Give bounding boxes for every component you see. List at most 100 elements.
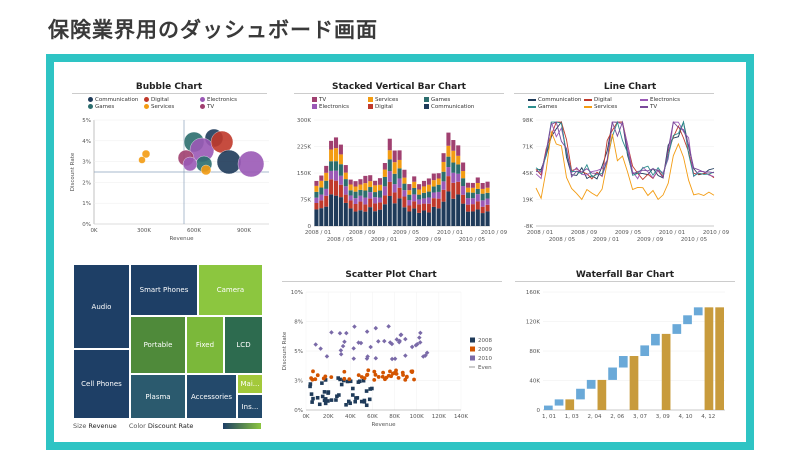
legend-swatch bbox=[424, 104, 429, 109]
stacked-bar-segment bbox=[324, 172, 329, 181]
stacked-bar-segment bbox=[324, 180, 329, 189]
stacked-bar-segment bbox=[456, 164, 461, 174]
line-legend-item[interactable]: Services bbox=[584, 104, 617, 110]
stacked-legend-item[interactable]: Games bbox=[424, 97, 450, 103]
treemap-cell[interactable]: Plasma bbox=[130, 374, 186, 419]
bubble-legend-item[interactable]: TV bbox=[200, 104, 214, 110]
stacked-bar-segment bbox=[329, 194, 334, 226]
stacked-bar-segment bbox=[451, 140, 456, 151]
treemap-cell[interactable]: Mai... bbox=[237, 374, 263, 394]
bubble-legend-item[interactable]: Electronics bbox=[200, 97, 237, 103]
stacked-bar-segment bbox=[465, 211, 471, 226]
bubble-legend-item[interactable]: Games bbox=[88, 104, 114, 110]
legend-swatch bbox=[640, 98, 648, 101]
legend-label: Digital bbox=[151, 97, 169, 103]
legend-swatch bbox=[528, 98, 536, 101]
stacked-bar-segment bbox=[387, 181, 392, 196]
stacked-bar-segment bbox=[387, 138, 392, 151]
line-x-tick: 2008 / 01 bbox=[527, 230, 553, 236]
stacked-bar-segment bbox=[470, 211, 475, 226]
bubble-point bbox=[216, 149, 242, 175]
treemap-cell[interactable]: Accessories bbox=[186, 374, 237, 419]
scatter-point-2008 bbox=[323, 378, 328, 382]
stacked-bar-segment bbox=[348, 184, 353, 191]
scatter-x-tick: 20K bbox=[323, 414, 334, 420]
stacked-bar-segment bbox=[387, 150, 392, 160]
line-legend-item[interactable]: Communication bbox=[528, 97, 581, 103]
stacked-bar-chart-widget[interactable]: Stacked Vertical Bar Chart TV Services Gam… bbox=[284, 62, 514, 252]
stacked-bar-segment bbox=[485, 192, 490, 199]
stacked-bar-segment bbox=[485, 187, 490, 193]
waterfall-step-bar bbox=[576, 388, 585, 400]
bubble-chart-widget[interactable]: Bubble Chart Communication Digital Electro… bbox=[54, 62, 284, 252]
line-legend-item[interactable]: Digital bbox=[584, 97, 612, 103]
scatter-point-2010 bbox=[351, 346, 356, 351]
scatter-point-2009 bbox=[400, 370, 405, 375]
stacked-bar-segment bbox=[329, 140, 334, 150]
treemap-cell[interactable]: Cell Phones bbox=[73, 349, 130, 419]
scatter-point-2008 bbox=[334, 398, 338, 402]
stacked-legend-item[interactable]: Services bbox=[368, 97, 398, 103]
scatter-point-2008 bbox=[359, 399, 364, 404]
treemap-cell[interactable]: Ins... bbox=[237, 394, 263, 419]
treemap-cell[interactable]: Smart Phones bbox=[130, 264, 198, 316]
stacked-bar-segment bbox=[441, 201, 446, 226]
stacked-legend-item[interactable]: Digital bbox=[368, 104, 393, 110]
scatter-point-2009 bbox=[404, 374, 409, 379]
bubble-legend-item[interactable]: Services bbox=[144, 104, 174, 110]
scatter-point-2010 bbox=[418, 330, 423, 336]
stacked-bar-segment bbox=[358, 195, 363, 202]
scatter-y-tick: 3% bbox=[294, 379, 303, 385]
scatter-chart-widget[interactable]: Scatter Plot Chart 0% 3% 5% 8% 10% 0K 20K 40K 60… bbox=[276, 264, 506, 439]
treemap-cell[interactable]: LCD bbox=[224, 316, 263, 374]
scatter-legend-swatch bbox=[470, 337, 475, 343]
stacked-bar-segment bbox=[382, 186, 387, 196]
line-legend-item[interactable]: Games bbox=[528, 104, 557, 110]
stacked-bar-segment bbox=[436, 173, 441, 179]
legend-swatch bbox=[368, 97, 373, 102]
stacked-bar-segment bbox=[363, 197, 368, 205]
stacked-bar-segment bbox=[426, 184, 431, 192]
scatter-point-2010 bbox=[394, 337, 400, 342]
waterfall-step-bar bbox=[554, 399, 564, 406]
line-chart-widget[interactable]: Line Chart Communication Digital Electroni… bbox=[514, 62, 746, 252]
stacked-bar-segment bbox=[402, 169, 407, 178]
line-y-tick: -8K bbox=[524, 224, 533, 230]
stacked-bar-segment bbox=[314, 180, 319, 186]
scatter-point-2008 bbox=[338, 377, 342, 382]
stacked-bar-segment bbox=[353, 191, 358, 199]
stacked-legend-item[interactable]: Communication bbox=[424, 104, 474, 110]
line-series bbox=[535, 120, 715, 178]
stacked-bar-segment bbox=[348, 195, 353, 201]
treemap-widget[interactable]: Audio Cell Phones Smart Phones Camera Portab… bbox=[73, 264, 265, 434]
line-legend-item[interactable]: TV bbox=[640, 104, 657, 110]
line-series bbox=[535, 130, 715, 201]
stacked-bar-segment bbox=[465, 198, 471, 205]
treemap-cell[interactable]: Portable bbox=[130, 316, 186, 374]
waterfall-chart-widget[interactable]: Waterfall Bar Chart 0 40K 80K 120K 160K 1, 01… bbox=[509, 264, 741, 439]
legend-label: TV bbox=[650, 104, 658, 110]
stacked-bar-segment bbox=[436, 198, 441, 209]
stacked-bar-chart-title: Stacked Vertical Bar Chart bbox=[332, 82, 466, 92]
treemap-cell[interactable]: Camera bbox=[198, 264, 263, 316]
legend-label: Digital bbox=[375, 104, 393, 110]
scatter-point-2010 bbox=[382, 338, 387, 344]
stacked-x-tick: 2010 / 09 bbox=[481, 230, 508, 236]
treemap-cell[interactable]: Audio bbox=[73, 264, 130, 349]
bubble-y-tick: 5% bbox=[82, 118, 91, 124]
scatter-x-tick: 60K bbox=[367, 414, 378, 420]
stacked-bar-segment bbox=[402, 177, 407, 184]
stacked-bar-segment bbox=[436, 191, 441, 199]
stacked-bar-segment bbox=[426, 203, 431, 213]
stacked-legend-item[interactable]: TV bbox=[312, 97, 326, 103]
scatter-point-2009 bbox=[376, 375, 381, 379]
bubble-legend-item[interactable]: Communication bbox=[88, 97, 138, 103]
legend-swatch bbox=[528, 105, 536, 108]
stacked-legend-item[interactable]: Electronics bbox=[312, 104, 349, 110]
stacked-bar-segment bbox=[363, 183, 368, 191]
treemap-cell[interactable]: Fixed bbox=[186, 316, 224, 374]
stacked-bar-segment bbox=[407, 211, 412, 226]
line-legend-item[interactable]: Electronics bbox=[640, 97, 680, 103]
bubble-legend-item[interactable]: Digital bbox=[144, 97, 169, 103]
line-x-tick: 2009 / 05 bbox=[615, 230, 642, 236]
